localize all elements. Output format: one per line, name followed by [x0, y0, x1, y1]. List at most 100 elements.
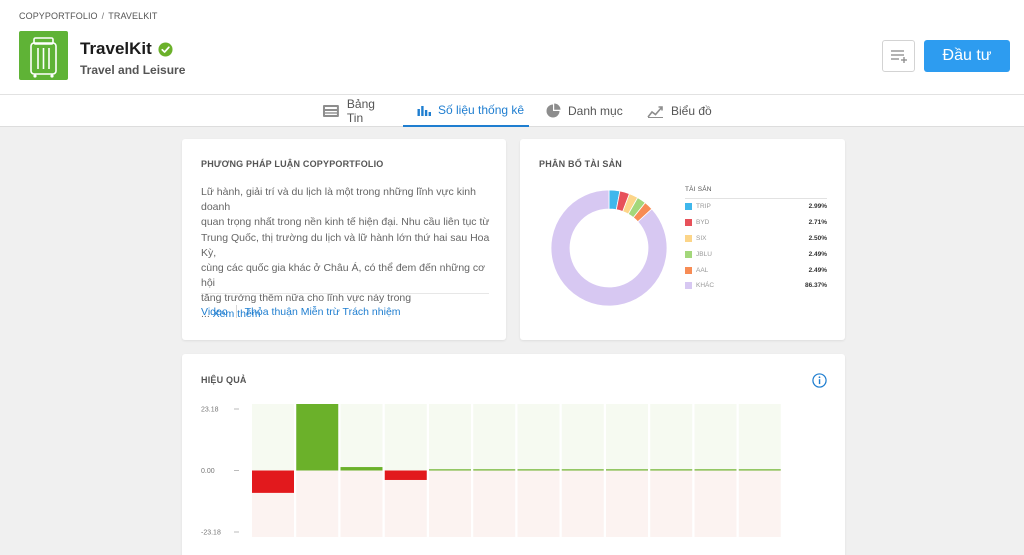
methodology-links: Video Thỏa thuận Miễn trừ Trách nhiệm	[201, 305, 401, 318]
legend-asset-percent: 2.99%	[808, 203, 827, 211]
tab-charts[interactable]: Biểu đồ	[647, 95, 713, 127]
tab-bar: Bảng Tin Số liệu thống kê Danh mục Biểu …	[0, 95, 1024, 127]
bar-background-negative	[606, 470, 648, 537]
bar-background-positive	[606, 404, 648, 471]
legend-swatch	[685, 266, 692, 274]
legend-asset-percent: 2.49%	[808, 266, 827, 274]
legend-asset-percent: 2.50%	[808, 234, 827, 242]
invest-button[interactable]: Đầu tư	[924, 40, 1010, 72]
allocation-card: PHÂN BỐ TÀI SẢN TÀI SẢN TRIP 2.99% BYD 2.71…	[520, 139, 845, 340]
methodology-divider	[201, 293, 489, 294]
bar-background-positive	[252, 404, 294, 471]
tab-statistics[interactable]: Số liệu thống kê	[403, 95, 529, 127]
bar-background-negative	[694, 470, 737, 537]
info-icon[interactable]	[812, 373, 827, 388]
performance-bar[interactable]	[252, 470, 294, 493]
add-to-watchlist-icon	[890, 50, 907, 63]
performance-bar[interactable]	[694, 469, 737, 471]
bar-background-negative	[473, 470, 516, 537]
legend-rows: TRIP 2.99% BYD 2.71% SIX 2.50% JBLU 2.49% AAL 2.4…	[685, 199, 827, 294]
performance-title: HIỆU QUẢ	[201, 375, 247, 385]
line-chart-icon	[647, 105, 663, 118]
methodology-text: Lữ hành, giải trí và du lịch là một tron…	[201, 185, 491, 322]
tab-label: Số liệu thống kê	[438, 103, 525, 117]
bar-background-negative	[384, 470, 427, 537]
legend-swatch	[685, 234, 692, 242]
legend-swatch	[685, 250, 692, 258]
allocation-title: PHÂN BỐ TÀI SẢN	[539, 159, 623, 169]
bar-background-positive	[650, 404, 693, 471]
breadcrumb-current: TRAVELKIT	[108, 11, 158, 21]
bar-background-negative	[738, 470, 781, 537]
bar-background-positive	[517, 404, 560, 471]
bar-background-negative	[340, 470, 383, 537]
legend-asset-percent: 2.49%	[808, 250, 827, 258]
portfolio-title-block: TravelKit Travel and Leisure	[80, 39, 185, 77]
legend-asset-name: TRIP	[696, 203, 711, 211]
performance-bar[interactable]	[606, 469, 648, 471]
legend-asset-name: KHÁC	[696, 282, 715, 290]
bar-background-negative	[296, 470, 339, 537]
bar-stats-icon	[417, 106, 431, 116]
y-tick-label: 0.00	[201, 468, 215, 475]
bar-background-positive	[694, 404, 737, 471]
legend-swatch	[685, 282, 692, 290]
bar-background-negative	[650, 470, 693, 537]
legend-row: TRIP 2.99%	[685, 199, 827, 215]
legend-row: SIX 2.50%	[685, 231, 827, 247]
legend-header: TÀI SẢN	[685, 186, 827, 199]
tab-label: Bảng Tin	[346, 97, 375, 125]
bar-background-positive	[738, 404, 781, 471]
legend-row: KHÁC 86.37%	[685, 278, 827, 294]
y-tick-label: 23.18	[201, 407, 219, 414]
suitcase-icon	[30, 37, 57, 78]
news-feed-icon	[322, 105, 339, 117]
legend-asset-name: JBLU	[696, 250, 712, 258]
legend-asset-name: BYD	[696, 219, 710, 227]
portfolio-header: COPYPORTFOLIO / TRAVELKIT TravelKit Travel…	[0, 0, 1024, 95]
bar-background-negative	[429, 470, 471, 537]
portfolio-category: Travel and Leisure	[80, 63, 186, 77]
donut-slice-khác[interactable]	[550, 189, 668, 307]
tab-news-feed[interactable]: Bảng Tin	[322, 95, 394, 127]
legend-swatch	[685, 219, 692, 227]
performance-bar[interactable]	[738, 469, 781, 471]
performance-bar[interactable]	[296, 404, 339, 471]
performance-bar[interactable]	[517, 469, 560, 471]
performance-bar[interactable]	[473, 469, 516, 471]
breadcrumb-separator: /	[101, 11, 105, 21]
bar-background-positive	[429, 404, 471, 471]
tab-label: Danh mục	[568, 104, 623, 118]
performance-bar[interactable]	[384, 470, 427, 480]
allocation-donut-chart	[550, 189, 668, 307]
bar-background-negative	[561, 470, 604, 537]
performance-bar[interactable]	[561, 469, 604, 471]
disclaimer-link[interactable]: Thỏa thuận Miễn trừ Trách nhiệm	[244, 305, 401, 318]
video-link[interactable]: Video	[201, 305, 228, 318]
performance-card: HIỆU QUẢ 23.18 0.00 -23.18	[182, 354, 845, 555]
watchlist-button[interactable]	[882, 40, 915, 72]
legend-asset-name: AAL	[696, 266, 709, 274]
bar-background-positive	[384, 404, 427, 471]
breadcrumb-root-link[interactable]: COPYPORTFOLIO	[19, 11, 98, 21]
performance-bar[interactable]	[429, 469, 471, 471]
pie-portfolio-icon	[546, 103, 561, 118]
performance-bar[interactable]	[650, 469, 693, 471]
methodology-line: quan trọng nhất trong nền kinh tế hiện đ…	[201, 216, 490, 229]
methodology-line: cùng các quốc gia khác ở Châu Á, có thể …	[201, 262, 486, 290]
legend-asset-percent: 2.71%	[808, 219, 827, 227]
read-more-prefix: ...	[201, 307, 213, 320]
verified-check-icon	[158, 41, 173, 57]
bar-background-positive	[473, 404, 516, 471]
legend-row: JBLU 2.49%	[685, 246, 827, 262]
tab-portfolio[interactable]: Danh mục	[545, 95, 623, 127]
performance-bar[interactable]	[340, 467, 383, 471]
allocation-legend: TÀI SẢN TRIP 2.99% BYD 2.71% SIX 2.50% JBLU 2.4…	[685, 186, 827, 294]
bar-background-positive	[561, 404, 604, 471]
portfolio-title: TravelKit	[80, 39, 173, 59]
bar-background-negative	[517, 470, 560, 537]
methodology-card: PHƯƠNG PHÁP LUẬN COPYPORTFOLIO Lữ hành, …	[182, 139, 506, 340]
methodology-title: PHƯƠNG PHÁP LUẬN COPYPORTFOLIO	[201, 159, 384, 169]
methodology-line: tăng trưởng thêm nữa cho lĩnh vực này tr…	[201, 292, 412, 305]
legend-row: BYD 2.71%	[685, 215, 827, 231]
